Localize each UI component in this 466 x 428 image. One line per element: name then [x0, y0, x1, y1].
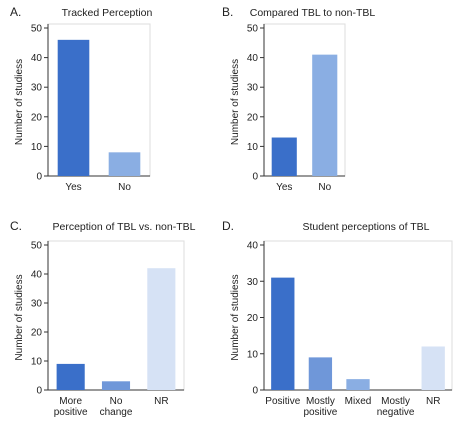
y-tick-label: 30 [247, 83, 259, 94]
y-tick-label: 20 [31, 112, 43, 123]
y-tick-label: 0 [36, 386, 42, 397]
bar [308, 357, 333, 390]
x-tick-label: Positive [265, 396, 300, 407]
y-tick-label: 50 [31, 24, 43, 35]
bar [101, 381, 131, 390]
y-tick-label: 20 [247, 313, 259, 324]
y-tick-label: 20 [31, 328, 43, 339]
panel-label: D. [222, 219, 234, 233]
y-tick-label: 0 [252, 386, 258, 397]
y-tick-label: 10 [247, 349, 259, 360]
chart-title: Tracked Perception [62, 7, 153, 19]
bar [346, 379, 370, 390]
y-axis-label: Number of studiess [14, 59, 25, 145]
y-tick-label: 10 [31, 357, 43, 368]
x-tick-label: No [118, 182, 131, 193]
bar [421, 346, 445, 390]
panel-label: A. [10, 5, 21, 19]
x-tick-label: No change [100, 396, 133, 418]
bar [271, 277, 295, 390]
x-tick-label: NR [426, 396, 440, 407]
chart-title: Perception of TBL vs. non-TBL [53, 221, 196, 233]
bar [56, 363, 85, 390]
y-tick-label: 0 [36, 172, 42, 183]
y-tick-label: 20 [247, 112, 259, 123]
bar [57, 39, 90, 177]
y-tick-label: 0 [252, 172, 258, 183]
bar [312, 54, 338, 176]
y-axis-label: Number of studiess [230, 59, 241, 145]
bar [271, 137, 297, 176]
y-tick-label: 30 [247, 277, 259, 288]
y-tick-label: 50 [247, 24, 259, 35]
y-tick-label: 30 [31, 299, 43, 310]
y-tick-label: 10 [247, 142, 259, 153]
bar [108, 152, 141, 176]
x-tick-label: Mixed [345, 396, 372, 407]
x-tick-label: More positive [54, 396, 88, 418]
x-tick-label: Mostly positive [303, 396, 337, 418]
y-axis-label: Number of studiess [230, 274, 241, 360]
x-tick-label: Yes [276, 182, 292, 193]
bar [147, 268, 176, 390]
panel-label: C. [10, 219, 22, 233]
y-tick-label: 40 [247, 241, 259, 252]
x-tick-label: Mostly negative [377, 396, 415, 418]
chart-title: Student perceptions of TBL [302, 221, 429, 233]
y-tick-label: 40 [31, 270, 43, 281]
x-tick-label: No [318, 182, 331, 193]
panel-label: B. [222, 5, 233, 19]
y-tick-label: 50 [31, 241, 43, 252]
chart-title: Compared TBL to non-TBL [250, 7, 376, 19]
x-tick-label: Yes [65, 182, 81, 193]
y-axis-label: Number of studiess [14, 274, 25, 360]
y-tick-label: 30 [31, 83, 43, 94]
y-tick-label: 10 [31, 142, 43, 153]
y-tick-label: 40 [31, 53, 43, 64]
y-tick-label: 40 [247, 53, 259, 64]
x-tick-label: NR [154, 396, 168, 407]
